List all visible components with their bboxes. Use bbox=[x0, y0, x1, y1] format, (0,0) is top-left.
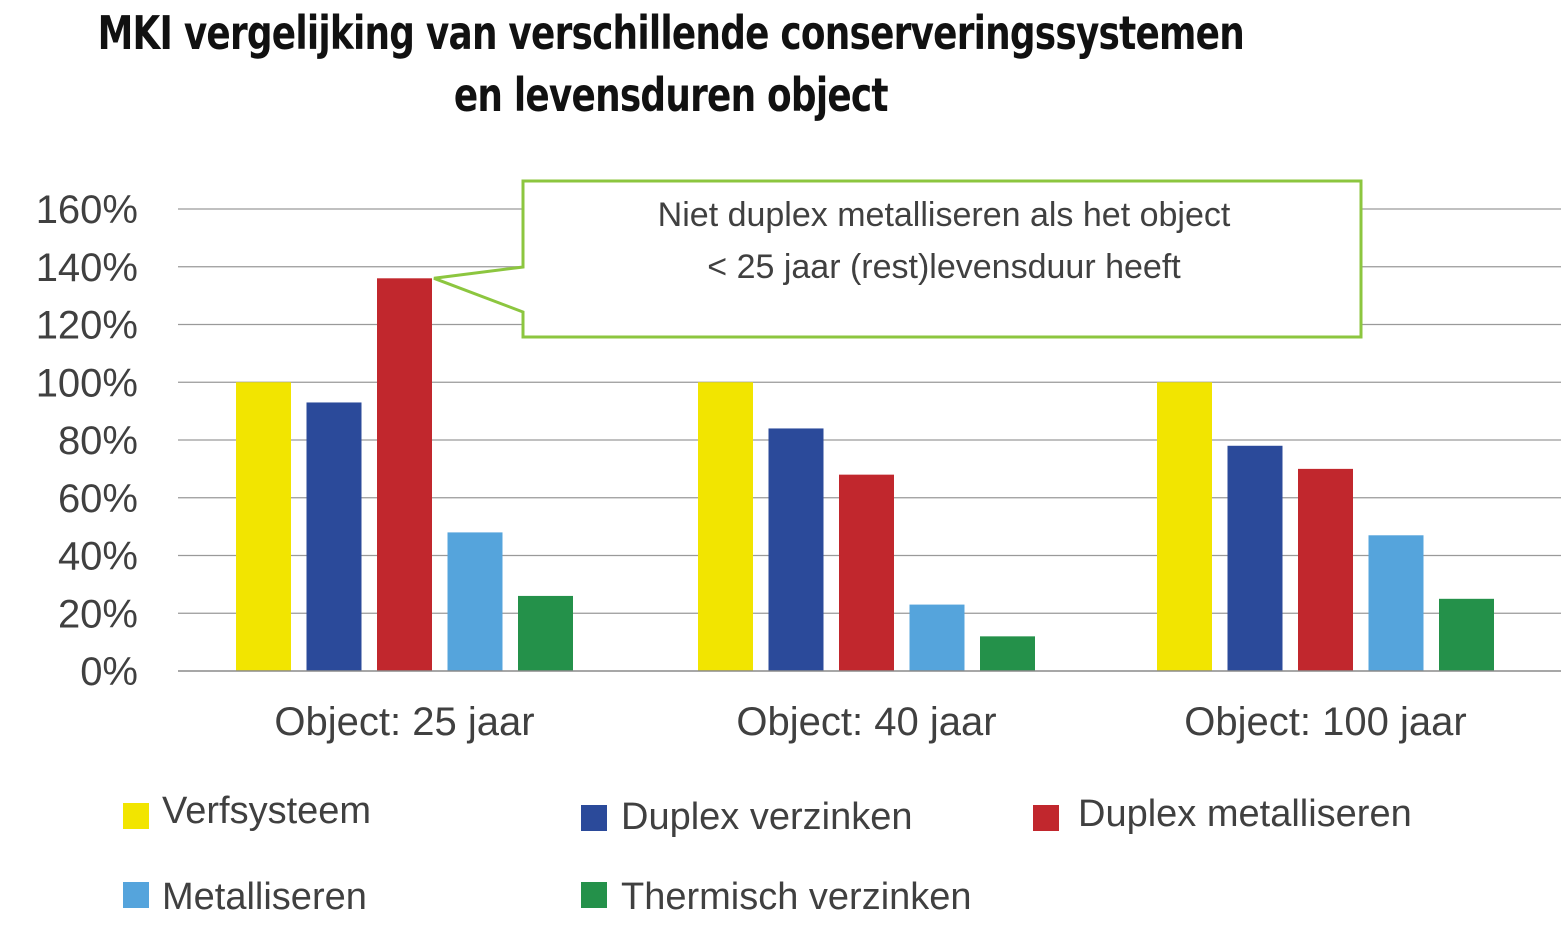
x-category-label: Object: 100 jaar bbox=[1184, 700, 1466, 744]
legend-swatch bbox=[123, 803, 149, 829]
x-category-label: Object: 40 jaar bbox=[736, 700, 996, 744]
bar bbox=[377, 278, 432, 671]
callout-text-line: < 25 jaar (rest)levensduur heeft bbox=[707, 248, 1181, 286]
x-axis-categories: Object: 25 jaar Object: 40 jaar Object: 10… bbox=[274, 700, 1466, 744]
y-tick-label: 20% bbox=[58, 592, 138, 636]
bar bbox=[980, 636, 1035, 671]
bar bbox=[306, 402, 362, 671]
y-tick-label: 120% bbox=[36, 304, 138, 348]
legend-swatch bbox=[581, 805, 607, 831]
legend-swatch bbox=[581, 882, 607, 908]
bar bbox=[1439, 598, 1494, 671]
callout-text-line: Niet duplex metalliseren als het object bbox=[658, 196, 1231, 234]
legend-label: Duplex verzinken bbox=[621, 796, 912, 838]
y-axis-ticks: 0% 20% 40% 60% 80% 100% 120% 140% 160% bbox=[36, 188, 138, 694]
chart-title-line-2: en levensduren object bbox=[453, 68, 889, 122]
bar bbox=[768, 428, 824, 671]
bar bbox=[518, 595, 573, 671]
bar bbox=[236, 382, 291, 671]
bar bbox=[1368, 535, 1424, 671]
bar bbox=[1298, 468, 1353, 671]
y-tick-label: 60% bbox=[58, 477, 138, 521]
legend-swatch bbox=[1033, 805, 1059, 831]
chart-title-line-1: MKI vergelijking van verschillende conse… bbox=[97, 6, 1245, 60]
legend-label: Verfsysteem bbox=[162, 790, 371, 832]
legend: Verfsysteem Duplex verzinken Duplex metall… bbox=[123, 790, 1412, 918]
y-tick-label: 100% bbox=[36, 361, 138, 405]
bar bbox=[1227, 445, 1283, 671]
annotation-callout: Niet duplex metalliseren als het object <… bbox=[433, 179, 1363, 339]
bar bbox=[1157, 382, 1212, 671]
y-tick-label: 80% bbox=[58, 419, 138, 463]
bar bbox=[698, 382, 753, 671]
chart-title: MKI vergelijking van verschillende conse… bbox=[0, 2, 1342, 126]
y-tick-label: 140% bbox=[36, 246, 138, 290]
bar bbox=[909, 604, 965, 671]
y-tick-label: 40% bbox=[58, 535, 138, 579]
legend-label: Metalliseren bbox=[162, 876, 367, 918]
x-category-label: Object: 25 jaar bbox=[274, 700, 534, 744]
legend-swatch bbox=[123, 882, 149, 908]
y-tick-label: 160% bbox=[36, 188, 138, 232]
callout-box bbox=[433, 179, 1363, 339]
bars bbox=[236, 278, 1494, 671]
bar bbox=[839, 474, 894, 671]
legend-label: Duplex metalliseren bbox=[1078, 793, 1412, 835]
bar bbox=[447, 532, 503, 671]
y-tick-label: 0% bbox=[80, 650, 138, 694]
legend-label: Thermisch verzinken bbox=[621, 876, 972, 918]
